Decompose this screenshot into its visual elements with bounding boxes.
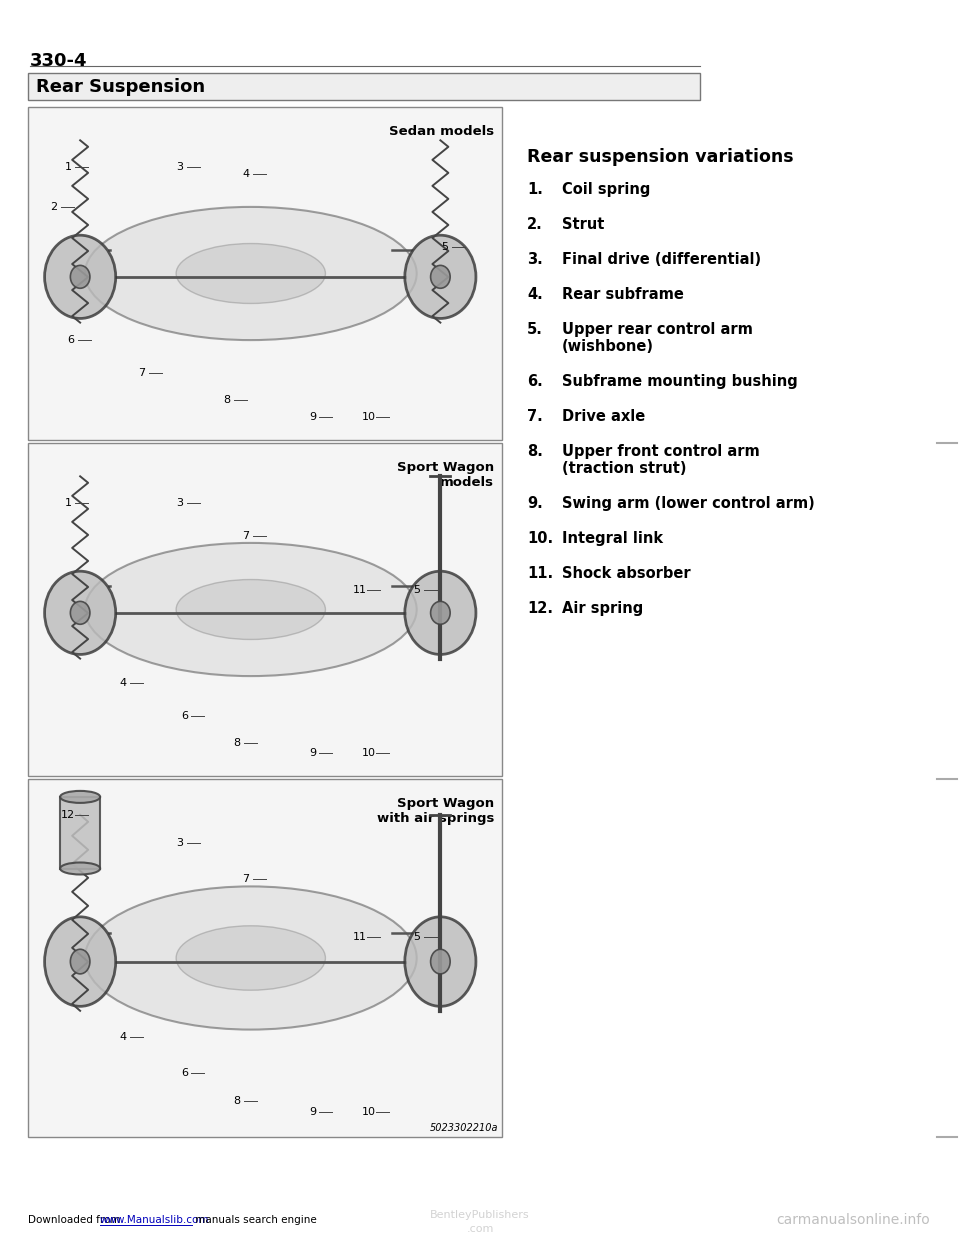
Ellipse shape [405,917,476,1006]
Text: 1: 1 [64,498,72,508]
Ellipse shape [84,543,417,676]
Text: Sport Wagon: Sport Wagon [396,461,494,474]
Ellipse shape [44,235,116,318]
Text: 11: 11 [352,585,367,595]
Text: 8: 8 [233,1097,240,1107]
Text: 4.: 4. [527,287,542,302]
Text: Downloaded from: Downloaded from [28,1215,124,1225]
Ellipse shape [44,917,116,1006]
Text: Swing arm (lower control arm): Swing arm (lower control arm) [562,496,815,510]
Text: 11: 11 [352,932,367,941]
Text: Strut: Strut [562,217,605,232]
Ellipse shape [431,601,450,625]
Text: 5023302210a: 5023302210a [429,1123,498,1133]
Bar [28,443,502,776]
Ellipse shape [176,925,325,990]
Text: 8: 8 [233,738,240,748]
Text: 7: 7 [138,369,145,379]
FancyBboxPatch shape [28,73,700,101]
Text: Subframe mounting bushing: Subframe mounting bushing [562,374,798,389]
Ellipse shape [405,571,476,655]
Text: www.Manualslib.com: www.Manualslib.com [100,1215,209,1225]
Text: manuals search engine: manuals search engine [192,1215,317,1225]
Text: 3.: 3. [527,252,542,267]
Ellipse shape [70,601,90,625]
Bar [60,797,100,868]
Bar [28,107,502,440]
Text: BentleyPublishers: BentleyPublishers [430,1210,530,1220]
Ellipse shape [60,862,100,874]
Text: .com: .com [467,1225,493,1235]
Text: 7: 7 [243,874,250,884]
Text: Integral link: Integral link [562,532,663,546]
Ellipse shape [176,580,325,640]
Text: 4: 4 [243,169,250,179]
Text: 3: 3 [177,498,183,508]
Text: with air springs: with air springs [376,812,494,825]
Text: models: models [440,476,494,489]
Text: 5: 5 [442,242,448,252]
Text: 6: 6 [180,1068,188,1078]
Text: 10.: 10. [527,532,553,546]
Text: 10: 10 [362,748,376,758]
Text: 6: 6 [67,335,74,345]
Text: carmanualsonline.info: carmanualsonline.info [777,1213,930,1227]
Bar [28,779,502,1136]
Text: 9: 9 [309,1107,316,1117]
Text: 10: 10 [362,1107,376,1117]
Text: Upper front control arm
(traction strut): Upper front control arm (traction strut) [562,443,759,477]
Text: Rear Suspension: Rear Suspension [36,77,205,96]
Text: Shock absorber: Shock absorber [562,566,690,581]
Ellipse shape [44,571,116,655]
Text: Upper rear control arm
(wishbone): Upper rear control arm (wishbone) [562,322,753,354]
Text: 5.: 5. [527,322,542,337]
Text: Sedan models: Sedan models [389,125,494,138]
Text: 5: 5 [413,585,420,595]
Text: Drive axle: Drive axle [562,409,645,424]
Ellipse shape [84,887,417,1030]
Text: 9: 9 [309,411,316,422]
Text: 4: 4 [119,1032,127,1042]
Ellipse shape [405,235,476,318]
Text: 5: 5 [413,932,420,941]
Text: 11.: 11. [527,566,553,581]
Text: 3: 3 [177,161,183,171]
Text: 2.: 2. [527,217,542,232]
Text: 8.: 8. [527,443,542,460]
Text: 330-4: 330-4 [30,52,87,70]
Text: 7.: 7. [527,409,542,424]
Ellipse shape [431,949,450,974]
Text: Air spring: Air spring [562,601,643,616]
Text: 3: 3 [177,838,183,848]
Text: 4: 4 [119,678,127,688]
Text: 7: 7 [243,532,250,542]
Text: 6: 6 [180,712,188,722]
Text: Final drive (differential): Final drive (differential) [562,252,761,267]
Text: 12.: 12. [527,601,553,616]
Ellipse shape [431,266,450,288]
Text: 6.: 6. [527,374,542,389]
Text: Rear suspension variations: Rear suspension variations [527,148,794,166]
Text: 12: 12 [61,810,75,820]
Text: 1: 1 [64,161,72,171]
Text: 9.: 9. [527,496,542,510]
Text: 1.: 1. [527,183,542,197]
Ellipse shape [70,949,90,974]
Ellipse shape [176,243,325,303]
Text: 10: 10 [362,411,376,422]
Ellipse shape [70,266,90,288]
Ellipse shape [84,207,417,340]
Text: Rear subframe: Rear subframe [562,287,684,302]
Text: Coil spring: Coil spring [562,183,650,197]
Ellipse shape [60,791,100,802]
Text: 2: 2 [51,202,58,212]
Text: Sport Wagon: Sport Wagon [396,797,494,810]
Text: 8: 8 [224,395,230,405]
Text: 9: 9 [309,748,316,758]
